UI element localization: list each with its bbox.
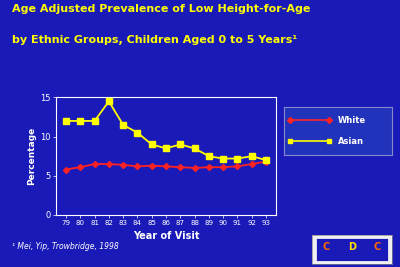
Text: Asian: Asian [338, 137, 364, 146]
Text: Age Adjusted Prevalence of Low Height-for-Age: Age Adjusted Prevalence of Low Height-fo… [12, 4, 310, 14]
FancyBboxPatch shape [316, 238, 388, 261]
Text: C: C [323, 242, 330, 252]
Y-axis label: Percentage: Percentage [27, 127, 36, 185]
Text: by Ethnic Groups, Children Aged 0 to 5 Years¹: by Ethnic Groups, Children Aged 0 to 5 Y… [12, 35, 297, 45]
Text: White: White [338, 116, 366, 125]
X-axis label: Year of Visit: Year of Visit [133, 231, 199, 241]
Text: D: D [348, 242, 356, 252]
Text: C: C [374, 242, 381, 252]
Text: ¹ Mei, Yip, Trowbridge, 1998: ¹ Mei, Yip, Trowbridge, 1998 [12, 242, 119, 251]
